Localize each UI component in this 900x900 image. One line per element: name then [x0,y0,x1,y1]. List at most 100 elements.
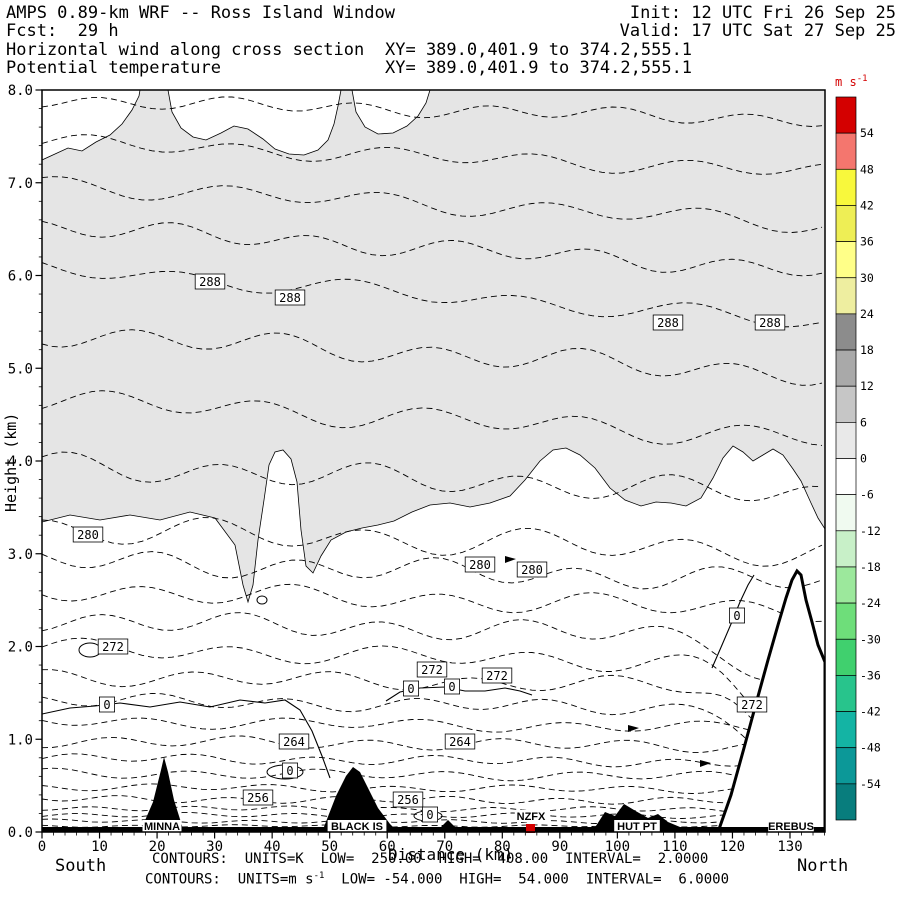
contour-label-box [416,661,448,678]
contour-info-wind-sup: -1 [313,871,325,881]
nzfx-marker [526,824,535,833]
x-tick-label: 30 [206,839,223,855]
colorbar-tick-label: -24 [860,596,881,610]
field-label-wind: Horizontal wind along cross section [6,40,365,60]
wind-shading-region [42,90,825,604]
colorbar-segment [835,530,857,568]
site-label: BLACK IS [331,821,383,833]
colorbar-tick-label: -6 [860,488,874,502]
contour-label-box [402,680,419,697]
colorbar-segment [835,132,857,170]
contour-label-value: 0 [286,764,293,778]
x-tick-label: 40 [264,839,281,855]
field-label-theta: Potential temperature [6,58,221,78]
zero-wind-contour-loop [78,642,102,658]
colorbar-segment [835,422,857,459]
site-label: EREBUS [768,821,814,833]
colorbar-segment [835,494,857,532]
theta-contour [42,220,823,277]
colorbar-segment [835,205,857,242]
colorbar-tick-label: -42 [860,705,881,719]
wind-pennant-icon [505,556,516,568]
colorbar-tick-label: 36 [860,235,874,249]
colorbar-layer: 54 48 42 36 30 24 18 12 6 0 -6 -12 -18 -24 -30 -36 -42 -4… [835,96,881,821]
theta-contour [42,717,823,734]
theta-contour [42,262,823,328]
theta-contour [42,735,823,753]
theta-contour [42,134,823,175]
site-label-box [514,810,548,822]
south-label: South [55,856,107,876]
x-tick-label: 60 [379,839,396,855]
colorbar-segment [835,783,857,821]
contour-info-theta: CONTOURS: UNITS=K LOW= 250.00 HIGH= 408.… [152,851,709,867]
terrain-minna [140,757,184,832]
colorbar-tick-label: 42 [860,198,874,212]
y-tick-label: 4.0 [8,454,33,470]
contour-label-value: 0 [448,680,455,694]
contour-label-value: 0 [407,682,414,696]
y-tick-label: 5.0 [8,361,33,377]
y-tick-label: 2.0 [8,640,33,656]
theta-contour [42,767,823,782]
axes-layer: 0 10 20 30 40 50 60 70 80 90 100 110 120 130 0.0 1.0 2.0… [8,83,826,855]
contour-label-value: 0 [103,698,110,712]
contour-label-value: 272 [421,663,443,677]
contour-label-box [464,556,496,573]
theta-contour [42,517,823,567]
plot-title: AMPS 0.89-km WRF -- Ross Island Window [6,3,395,23]
contour-label-box [194,273,226,290]
theta-contour [42,551,823,590]
contour-label-value: 288 [279,291,301,305]
x-tick-label: 50 [321,839,338,855]
x-tick-label: 10 [91,839,108,855]
contour-label-box [443,678,460,695]
colorbar-tick-label: 30 [860,271,874,285]
colorbar-segment [835,349,857,387]
x-tick-label: 120 [720,839,745,855]
contour-label-value: 288 [199,275,221,289]
contour-label-box [392,791,424,808]
contour-label-value: 288 [759,316,781,330]
site-label-box [614,820,660,832]
y-tick-label: 8.0 [8,83,33,99]
theta-contour [42,753,823,768]
colorbar-units-sup: -1 [856,74,868,84]
colorbar-tick-label: 0 [860,452,867,466]
colorbar-segment [835,241,857,279]
colorbar-tick-label: 54 [860,126,874,140]
theta-contour [42,783,823,794]
colorbar-segment [835,313,857,351]
terrain-erebus [716,568,825,832]
contour-label-value: 272 [102,640,124,654]
north-label: North [797,856,849,876]
colorbar-tick-label: 6 [860,415,867,429]
contour-label-box [281,762,298,779]
theta-contour [42,612,823,681]
colorbar-tick-label: 18 [860,343,874,357]
contour-label-box [274,289,306,306]
cross-section-coords-1: XY= 389.0,401.9 to 374.2,555.1 [385,40,693,60]
contour-label-box [97,638,129,655]
contour-label-value: 0 [733,609,740,623]
contour-label-box [736,696,768,713]
colorbar-segment [835,675,857,712]
x-tick-label: 0 [38,839,46,855]
wind-shading-hole [351,90,431,135]
forecast-hour: Fcst: 29 h [6,21,119,41]
y-tick-label: 7.0 [8,176,33,192]
y-tick-label: 3.0 [8,547,33,563]
contour-label-box [729,607,746,624]
x-tick-label: 90 [551,839,568,855]
x-tick-label: 100 [605,839,630,855]
contour-label-value: 280 [521,563,543,577]
site-label-box [768,820,814,832]
wind-shading-hole [167,90,342,156]
terrain-layer [42,556,825,832]
colorbar-tick-label: 12 [860,379,874,393]
contour-label-value: 0 [426,808,433,822]
colorbar-segment [835,711,857,749]
zero-wind-contour-loop [256,595,268,605]
x-axis-title: Distance (km) [388,845,514,864]
